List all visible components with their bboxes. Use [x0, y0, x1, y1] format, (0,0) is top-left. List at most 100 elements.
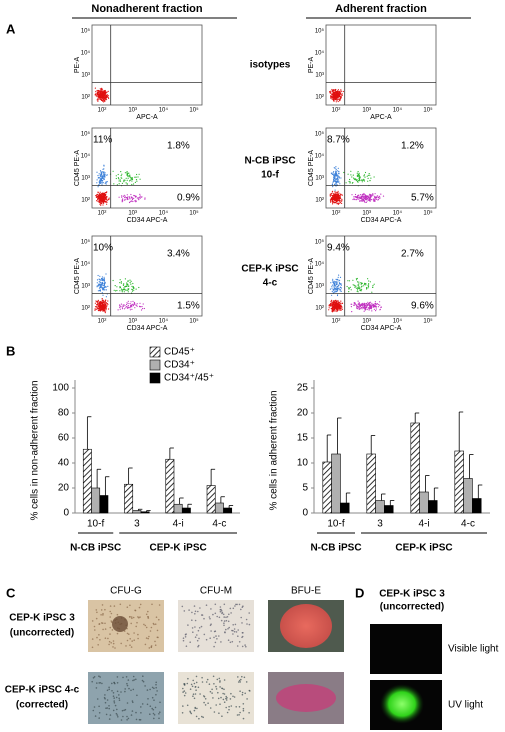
event-dot [348, 287, 350, 289]
quadrant-percent: 8.7% [327, 135, 350, 146]
event-dot [124, 305, 126, 307]
cell-speck [106, 707, 109, 709]
cell-speck [193, 697, 196, 700]
event-dot [332, 193, 334, 195]
event-dot [104, 312, 106, 314]
cell-speck [223, 679, 226, 681]
event-dot [130, 193, 132, 196]
cell-speck [213, 683, 215, 685]
cell-speck [107, 637, 109, 640]
event-dot [99, 302, 101, 304]
event-dot [125, 289, 127, 291]
cell-speck [196, 707, 198, 710]
event-dot [339, 202, 341, 204]
event-dot [336, 286, 338, 288]
event-dot [328, 309, 330, 311]
event-dot [331, 194, 333, 196]
event-dot [332, 284, 334, 286]
cell-speck [112, 640, 115, 642]
event-dot [334, 305, 336, 308]
cell-speck [202, 716, 204, 719]
event-dot [336, 279, 338, 281]
event-dot [94, 302, 96, 304]
cell-speck [187, 624, 189, 626]
event-dot [99, 196, 101, 198]
event-dot [116, 286, 118, 288]
event-dot [365, 195, 368, 197]
cell-speck [116, 714, 119, 716]
event-dot [335, 93, 337, 95]
cell-speck [212, 613, 214, 616]
cell-speck [126, 684, 129, 687]
event-dot [349, 181, 351, 183]
event-dot [365, 306, 368, 309]
cell-speck [142, 675, 144, 677]
cell-speck [215, 688, 218, 690]
event-dot [358, 172, 360, 174]
cell-speck [190, 712, 193, 715]
event-dot [105, 289, 107, 291]
event-dot [132, 198, 134, 200]
event-dot [141, 306, 143, 308]
x-tick-label: 10² [98, 108, 107, 114]
event-dot [120, 282, 122, 284]
cell-speck [155, 616, 158, 618]
event-dot [340, 177, 342, 179]
event-dot [108, 308, 110, 310]
event-dot [96, 306, 98, 308]
event-dot [376, 303, 378, 305]
cell-speck [114, 704, 117, 707]
y-tick-label: 10⁵ [81, 28, 91, 35]
cell-speck [144, 624, 147, 627]
cell-speck [118, 694, 120, 696]
cell-speck [248, 623, 251, 626]
row-label: (corrected) [16, 700, 68, 711]
event-dot [129, 197, 131, 199]
event-dot [334, 189, 336, 191]
cell-speck [159, 701, 161, 704]
cell-speck [195, 715, 198, 718]
event-dot [350, 306, 352, 308]
x-axis-label: CD34 APC-A [127, 217, 168, 224]
event-dot [336, 170, 338, 172]
cell-speck [223, 620, 226, 622]
event-dot [128, 201, 131, 204]
event-dot [97, 91, 99, 94]
event-dot [135, 288, 137, 290]
cell-speck [92, 677, 95, 679]
event-dot [104, 201, 106, 203]
event-dot [99, 88, 101, 90]
x-axis-label: APC-A [370, 114, 392, 121]
cell-speck [216, 615, 218, 618]
cell-speck [192, 695, 194, 697]
event-dot [138, 286, 140, 289]
event-dot [101, 299, 103, 301]
event-dot [102, 279, 104, 281]
event-dot [373, 303, 375, 306]
colony-image [178, 672, 254, 724]
event-dot [103, 193, 105, 195]
event-dot [134, 195, 137, 197]
panel-label: C [6, 585, 16, 600]
event-dot [101, 94, 103, 96]
event-dot [102, 204, 104, 206]
cell-speck [108, 705, 110, 707]
cell-speck [219, 606, 222, 608]
event-dot [130, 305, 132, 307]
event-dot [333, 96, 335, 98]
event-dot [337, 99, 339, 101]
event-dot [352, 174, 354, 176]
event-dot [334, 193, 336, 195]
event-dot [360, 194, 362, 196]
event-dot [100, 200, 102, 202]
cell-speck [183, 610, 186, 612]
event-dot [375, 310, 377, 312]
event-dot [104, 90, 106, 92]
cell-speck [154, 706, 157, 709]
cell-speck [100, 614, 102, 616]
cell-speck [211, 692, 213, 694]
event-dot [94, 306, 97, 308]
bar [223, 507, 233, 514]
event-dot [131, 285, 133, 287]
cell-speck [116, 676, 119, 678]
